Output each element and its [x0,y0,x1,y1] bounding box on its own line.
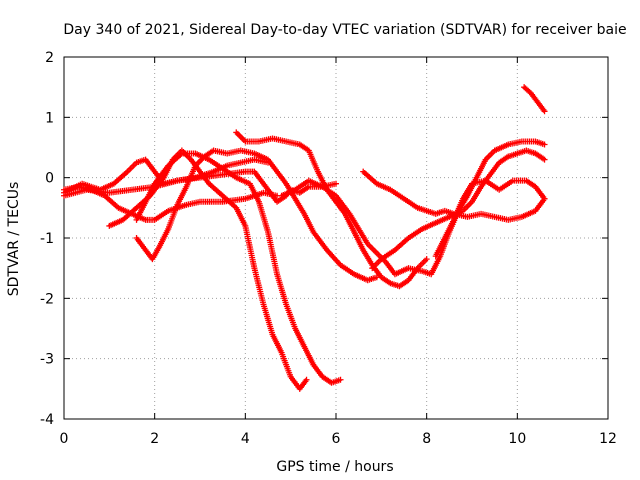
series-track-11 [432,177,548,260]
x-tick-label: 8 [422,431,431,447]
x-tick-label: 6 [332,431,341,447]
y-tick-label: -2 [40,291,54,307]
series-track-9 [360,168,548,223]
x-tick-label: 0 [60,431,69,447]
x-tick-label: 10 [508,431,526,447]
y-tick-label: 2 [45,50,54,66]
data-point-markers [133,150,344,386]
series-track-12 [521,84,548,115]
data-marks [61,84,548,392]
y-tick-label: -4 [40,412,54,428]
series-track-6 [133,147,380,284]
x-tick-label: 4 [241,431,250,447]
y-axis-label: SDTVAR / TECUs [6,182,22,297]
y-tick-label: 1 [45,110,54,126]
data-point-markers [360,168,548,223]
series-track-3 [61,156,271,196]
data-point-markers [61,156,271,196]
y-tick-label: 0 [45,171,54,187]
x-tick-label: 12 [599,431,617,447]
x-tick-label: 2 [150,431,159,447]
y-tick-label: -1 [40,231,54,247]
y-tick-label: -3 [40,352,54,368]
chart-title: Day 340 of 2021, Sidereal Day-to-day VTE… [63,22,626,38]
x-axis-label: GPS time / hours [276,459,393,475]
data-point-markers [521,84,548,115]
series-track-5 [133,150,344,386]
grid [64,57,608,419]
data-point-markers [432,177,548,260]
data-point-markers [133,147,380,284]
